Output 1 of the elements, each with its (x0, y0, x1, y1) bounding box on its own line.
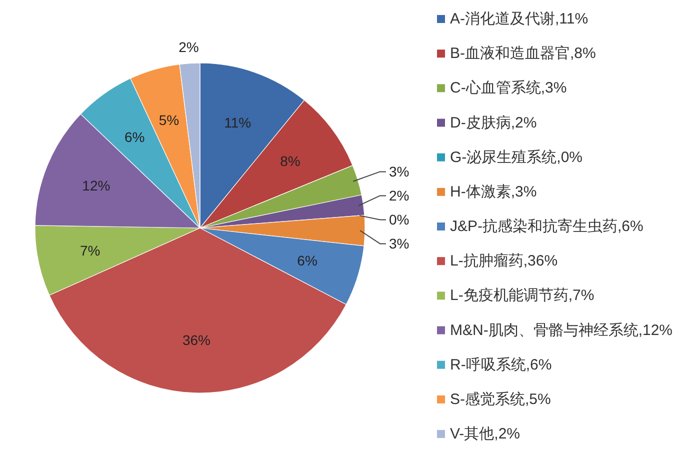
legend-label: V-其他,2% (450, 426, 520, 442)
